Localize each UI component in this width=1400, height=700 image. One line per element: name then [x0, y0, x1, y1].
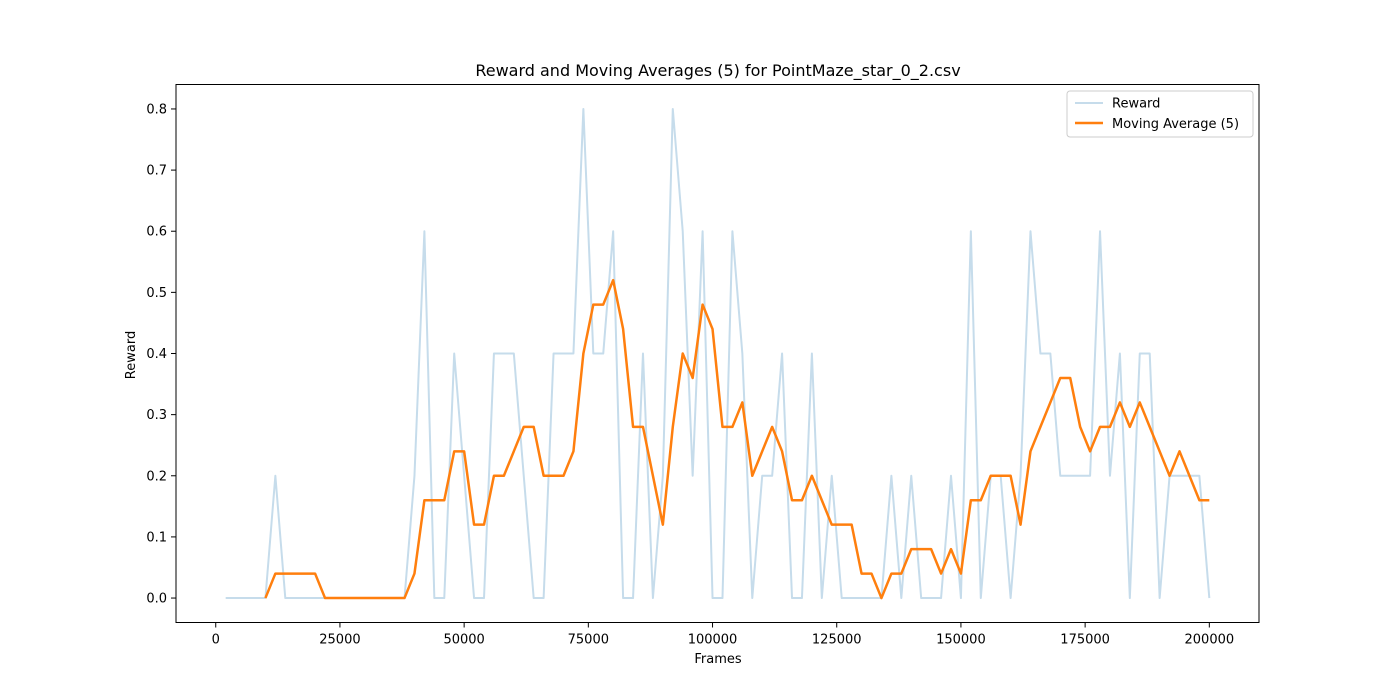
series-line-moving-average [264, 278, 1210, 600]
y-axis-title: Reward [124, 331, 139, 379]
y-tick-label: 0.5 [146, 286, 167, 301]
x-tick-label: 150000 [936, 633, 986, 648]
y-tick-label: 0.3 [146, 408, 167, 423]
x-tick-label: 125000 [812, 633, 862, 648]
plot-area-frame [175, 84, 1260, 623]
legend-label-moving-average: Moving Average (5) [1112, 117, 1239, 132]
x-tick-label: 100000 [688, 633, 738, 648]
y-tick-label: 0.2 [146, 469, 167, 484]
x-tick-label: 50000 [443, 633, 484, 648]
y-axis-ticks: 0.0 0.1 0.2 0.3 0.4 0.5 0.6 0.7 0.8 [146, 102, 176, 607]
y-tick-label: 0.0 [146, 592, 167, 607]
y-tick-label: 0.8 [146, 102, 167, 117]
x-tick-label: 25000 [319, 633, 360, 648]
y-tick-label: 0.7 [146, 164, 167, 179]
x-tick-label: 175000 [1060, 633, 1110, 648]
x-tick-label: 75000 [568, 633, 609, 648]
series-layer [225, 107, 1211, 600]
y-tick-label: 0.4 [146, 347, 167, 362]
y-tick-label: 0.6 [146, 225, 167, 240]
legend-label-reward: Reward [1112, 97, 1160, 112]
legend-box [1066, 90, 1254, 138]
x-axis-title: Frames [694, 652, 742, 667]
legend: Reward Moving Average (5) [1066, 90, 1254, 138]
chart-title: Reward and Moving Averages (5) for Point… [475, 61, 960, 81]
y-tick-label: 0.1 [146, 530, 167, 545]
x-tick-label: 0 [212, 633, 220, 648]
x-tick-label: 200000 [1185, 633, 1235, 648]
x-axis-ticks: 0 25000 50000 75000 100000 125000 150000 175000… [212, 622, 1235, 648]
series-line-reward [225, 107, 1211, 600]
